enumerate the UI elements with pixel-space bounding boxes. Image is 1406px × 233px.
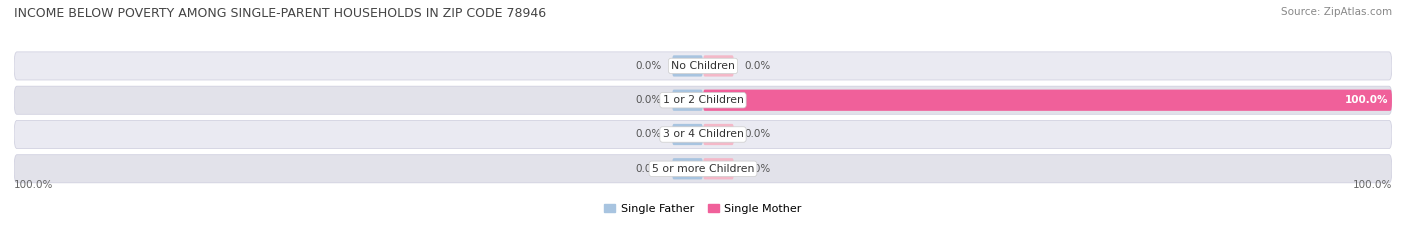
FancyBboxPatch shape [672, 158, 703, 179]
Text: 0.0%: 0.0% [744, 164, 770, 174]
Text: 0.0%: 0.0% [636, 61, 662, 71]
FancyBboxPatch shape [672, 124, 703, 145]
FancyBboxPatch shape [14, 120, 1392, 149]
Text: 3 or 4 Children: 3 or 4 Children [662, 130, 744, 140]
Text: 100.0%: 100.0% [14, 180, 53, 190]
Legend: Single Father, Single Mother: Single Father, Single Mother [600, 199, 806, 218]
Text: No Children: No Children [671, 61, 735, 71]
FancyBboxPatch shape [703, 124, 734, 145]
Text: 0.0%: 0.0% [636, 130, 662, 140]
Text: 5 or more Children: 5 or more Children [652, 164, 754, 174]
FancyBboxPatch shape [672, 90, 703, 111]
Text: 1 or 2 Children: 1 or 2 Children [662, 95, 744, 105]
Text: 0.0%: 0.0% [744, 61, 770, 71]
FancyBboxPatch shape [703, 158, 734, 179]
FancyBboxPatch shape [14, 155, 1392, 183]
Text: Source: ZipAtlas.com: Source: ZipAtlas.com [1281, 7, 1392, 17]
FancyBboxPatch shape [14, 86, 1392, 114]
Text: 0.0%: 0.0% [636, 164, 662, 174]
FancyBboxPatch shape [672, 55, 703, 77]
FancyBboxPatch shape [14, 52, 1392, 80]
FancyBboxPatch shape [703, 55, 734, 77]
Text: INCOME BELOW POVERTY AMONG SINGLE-PARENT HOUSEHOLDS IN ZIP CODE 78946: INCOME BELOW POVERTY AMONG SINGLE-PARENT… [14, 7, 546, 20]
Text: 0.0%: 0.0% [636, 95, 662, 105]
Text: 100.0%: 100.0% [1346, 95, 1389, 105]
FancyBboxPatch shape [703, 90, 1392, 111]
Text: 0.0%: 0.0% [744, 130, 770, 140]
Text: 100.0%: 100.0% [1353, 180, 1392, 190]
